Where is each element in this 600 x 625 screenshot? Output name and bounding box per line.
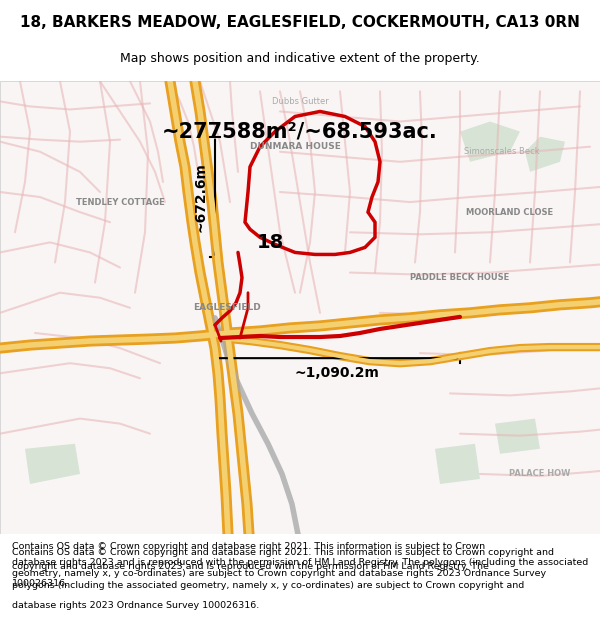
Polygon shape [435, 444, 480, 484]
Text: database rights 2023 Ordnance Survey 100026316.: database rights 2023 Ordnance Survey 100… [12, 601, 259, 611]
Text: 18: 18 [256, 233, 284, 252]
Text: ~277588m²/~68.593ac.: ~277588m²/~68.593ac. [162, 122, 438, 142]
Polygon shape [495, 419, 540, 454]
Text: copyright and database rights 2023 and is reproduced with the permission of HM L: copyright and database rights 2023 and i… [12, 561, 489, 571]
Text: polygons (including the associated geometry, namely x, y co-ordinates) are subje: polygons (including the associated geome… [12, 581, 524, 591]
Text: PALACE HOW: PALACE HOW [509, 469, 571, 479]
Text: ~672.6m: ~672.6m [193, 162, 207, 232]
Text: Contains OS data © Crown copyright and database right 2021. This information is : Contains OS data © Crown copyright and d… [12, 542, 485, 551]
Text: DUNMARA HOUSE: DUNMARA HOUSE [250, 142, 340, 151]
Text: Simonscales Beck: Simonscales Beck [464, 148, 540, 156]
Text: Dubbs Gutter: Dubbs Gutter [272, 97, 328, 106]
Text: Contains OS data © Crown copyright and database right 2021. This information is : Contains OS data © Crown copyright and d… [12, 548, 588, 588]
Text: ~1,090.2m: ~1,090.2m [295, 366, 379, 380]
Polygon shape [525, 137, 565, 172]
Polygon shape [25, 444, 80, 484]
Text: Map shows position and indicative extent of the property.: Map shows position and indicative extent… [120, 52, 480, 65]
Text: TENDLEY COTTAGE: TENDLEY COTTAGE [76, 198, 164, 207]
Text: PADDLE BECK HOUSE: PADDLE BECK HOUSE [410, 273, 509, 282]
Text: EAGLESFIELD: EAGLESFIELD [193, 303, 261, 312]
Text: MOORLAND CLOSE: MOORLAND CLOSE [466, 208, 554, 217]
Text: 18, BARKERS MEADOW, EAGLESFIELD, COCKERMOUTH, CA13 0RN: 18, BARKERS MEADOW, EAGLESFIELD, COCKERM… [20, 15, 580, 30]
Polygon shape [460, 121, 520, 162]
